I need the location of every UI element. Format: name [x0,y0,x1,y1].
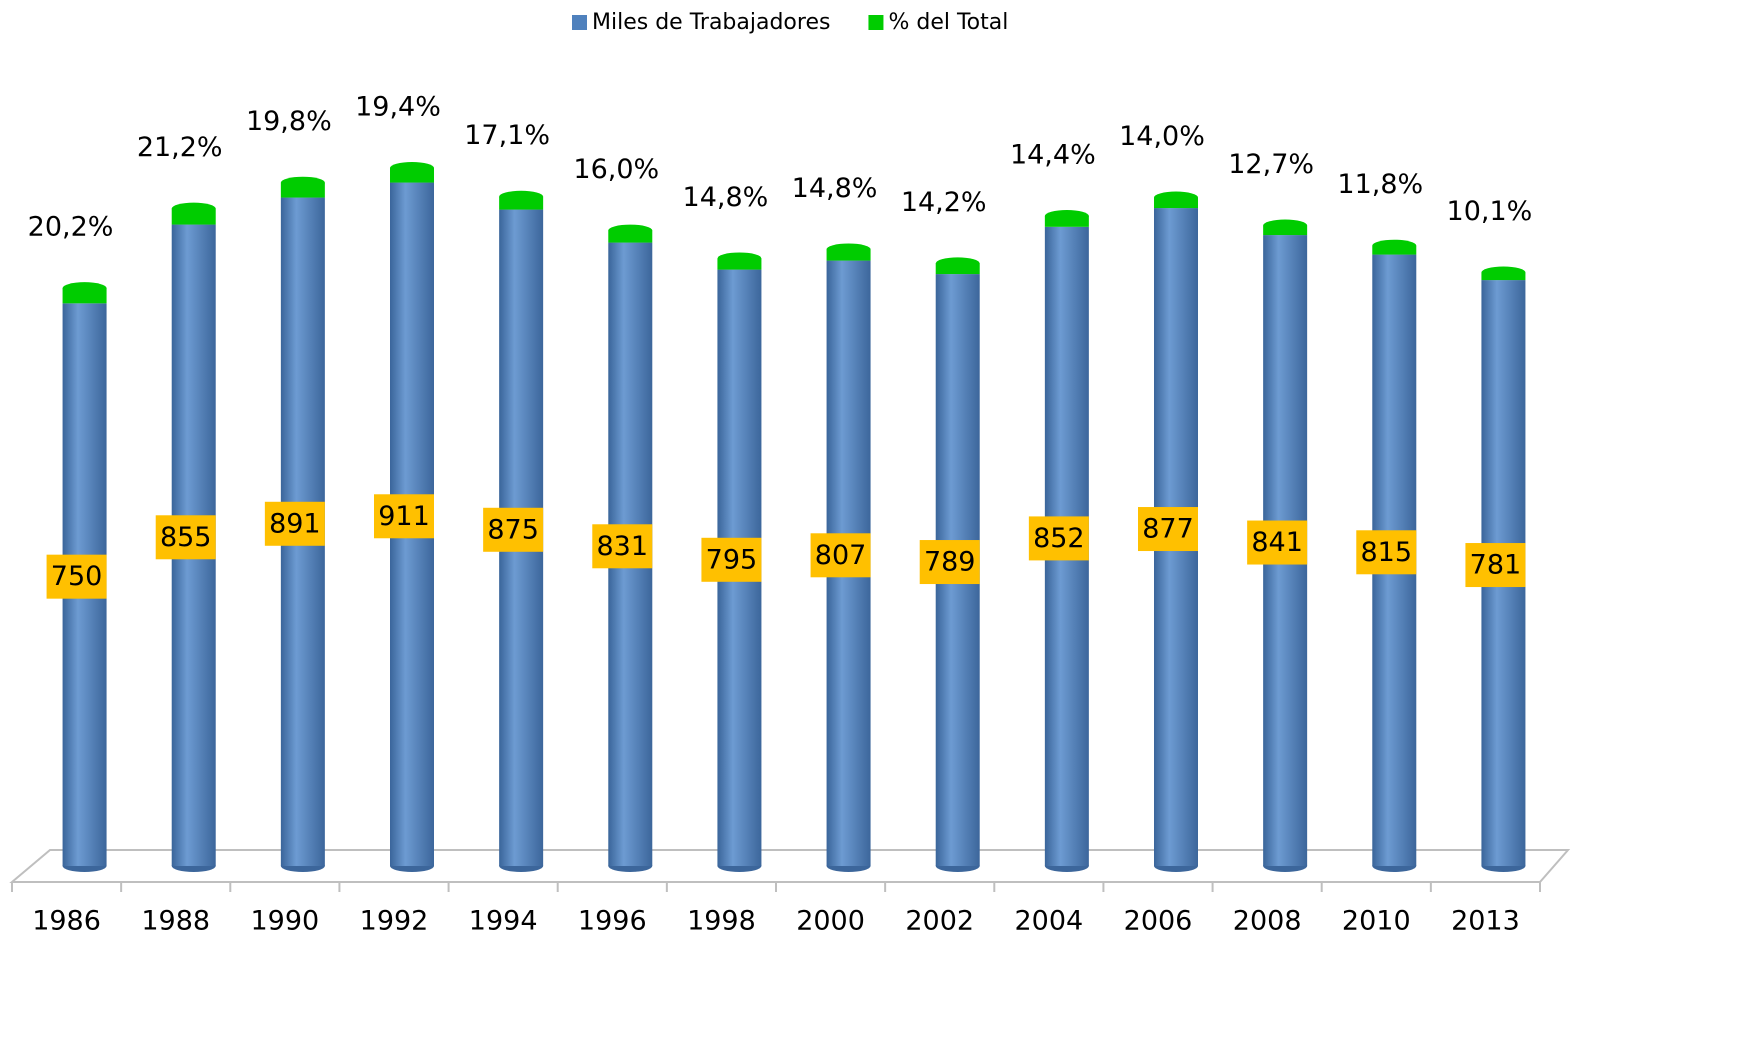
value-label: 911 [378,501,430,532]
x-tick-label: 1990 [250,906,319,937]
percent-label: 16,0% [573,154,659,185]
x-tick-label: 2000 [796,906,865,937]
x-tick-label: 2002 [905,906,974,937]
x-tick-label: 1992 [360,906,429,937]
bar-top [935,257,980,270]
percent-label: 14,2% [901,187,987,218]
x-tick-label: 2006 [1124,906,1193,937]
x-tick-label: 2010 [1342,906,1411,937]
value-label-box [919,540,980,585]
value-label-box [264,501,325,546]
percent-label: 21,2% [137,132,223,163]
value-label-box [1247,520,1308,565]
bar-top [390,162,434,174]
bar-top [280,176,325,189]
percent-label: 14,8% [792,173,878,204]
bar-top [717,252,762,265]
percent-label: 14,4% [1010,140,1096,171]
value-label: 750 [51,561,103,592]
percent-label: 19,4% [355,92,441,123]
value-label: 852 [1033,523,1085,554]
legend-label: Miles de Trabajadores [592,10,830,35]
value-label-box [155,515,216,560]
value-label-box [46,554,107,599]
value-label: 841 [1251,527,1303,558]
percent-label: 10,1% [1447,196,1533,227]
x-tick-label: 1994 [469,906,538,937]
value-label: 855 [160,522,212,553]
bar-top [1481,266,1526,279]
value-label-box [810,533,871,578]
value-label: 815 [1361,537,1413,568]
x-tick-label: 2013 [1451,906,1520,937]
bar-top [1044,210,1089,223]
value-label: 795 [706,544,758,575]
value-label-box [592,524,653,569]
percent-label: 17,1% [464,120,550,151]
bar-top [608,224,653,237]
bar-top [171,202,216,215]
bar-top [1154,191,1198,204]
floor [9,849,1571,883]
percent-label: 14,8% [683,182,769,213]
x-tick-label: 1988 [141,906,210,937]
percent-label: 11,8% [1337,169,1423,200]
value-label: 875 [487,514,539,545]
bar-top [499,190,544,203]
value-label: 781 [1470,550,1522,581]
value-label-box [1465,543,1526,588]
bar-top [1372,239,1417,252]
value-label-box [701,537,762,582]
value-label-box [1138,507,1198,552]
legend: Miles de Trabajadores % del Total [572,10,1008,35]
value-label: 789 [924,547,976,578]
percent-label: 20,2% [28,212,114,243]
value-label-box [374,494,434,539]
x-tick-label: 2004 [1014,906,1083,937]
value-label: 807 [815,540,867,571]
bar-top [62,282,107,295]
percent-label: 19,8% [246,106,332,137]
legend-label: % del Total [888,10,1008,35]
legend-swatch [868,15,884,30]
value-label-box [1356,530,1417,575]
value-label: 877 [1142,514,1194,545]
x-tick-label: 2008 [1233,906,1302,937]
percent-label: 14,0% [1119,121,1205,152]
value-label: 891 [269,508,321,539]
legend-swatch [572,15,587,30]
value-label: 831 [597,531,649,562]
x-tick-label: 1986 [32,906,101,937]
value-label-box [483,507,544,552]
bar-top [826,243,871,256]
percent-label: 12,7% [1228,149,1314,180]
x-tick-label: 1998 [687,906,756,937]
value-label-box [1028,516,1089,561]
bar-top [1263,219,1308,232]
x-tick-label: 1996 [578,906,647,937]
